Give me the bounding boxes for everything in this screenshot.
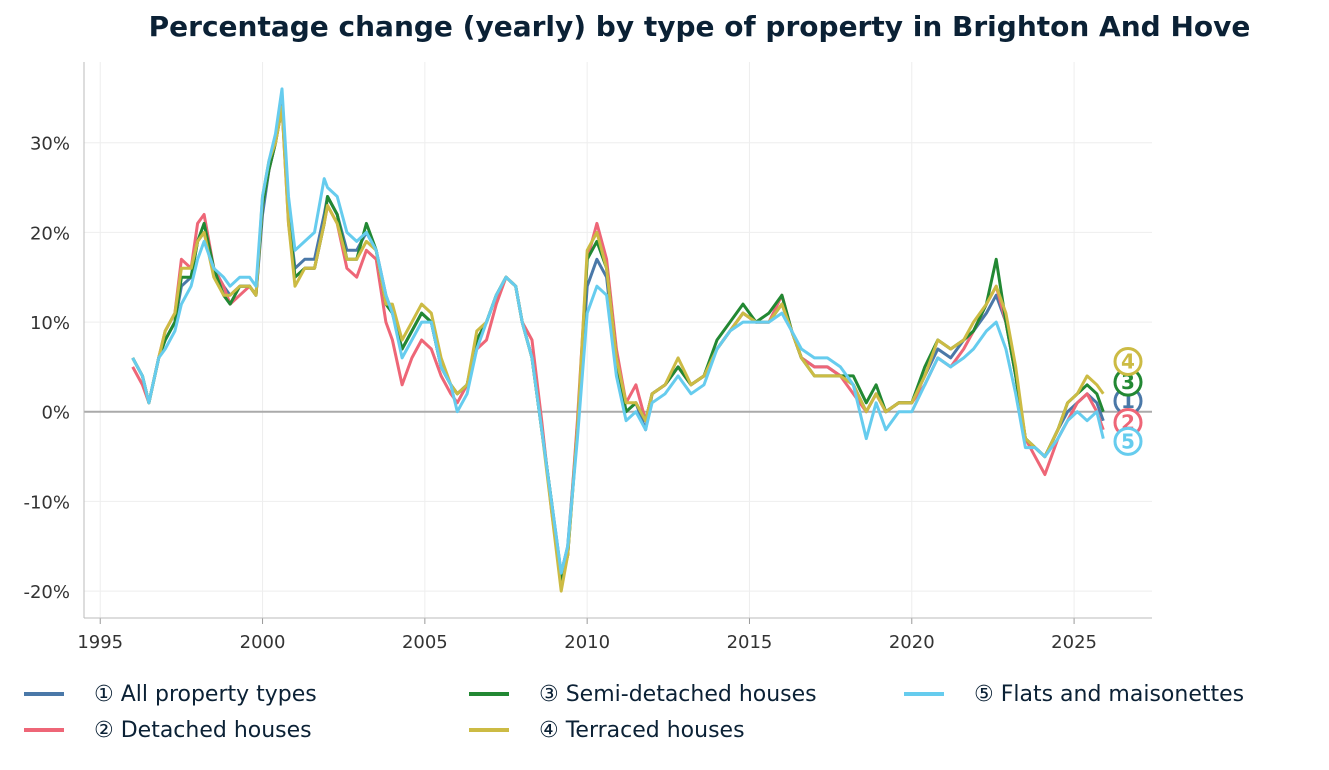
legend-label: ① All property types	[94, 681, 317, 707]
end-marker-label: 4	[1121, 350, 1135, 374]
series-line	[131, 87, 1105, 575]
legend-item: ⑤ Flats and maisonettes	[904, 680, 1304, 708]
legend-label: ③ Semi-detached houses	[539, 681, 817, 707]
end-marker-circle	[1113, 347, 1143, 377]
y-tick-label: -20%	[23, 582, 70, 603]
legend-item: ③ Semi-detached houses	[469, 680, 904, 708]
legend-label: ④ Terraced houses	[539, 717, 745, 743]
x-tick-label: 2005	[402, 632, 448, 653]
y-tick-label: -10%	[23, 492, 70, 513]
legend-swatch	[24, 728, 64, 732]
x-tick-label: 2020	[889, 632, 935, 653]
x-tick-label: 2015	[727, 632, 773, 653]
end-marker-label: 3	[1121, 370, 1135, 394]
x-tick-label: 1995	[77, 632, 123, 653]
legend-item: ② Detached houses	[24, 716, 469, 744]
end-marker-label: 5	[1121, 429, 1135, 453]
legend: ① All property types ③ Semi-detached hous…	[24, 680, 1304, 744]
legend-item: ① All property types	[24, 680, 469, 708]
legend-label: ⑤ Flats and maisonettes	[974, 681, 1245, 707]
y-tick-label: 20%	[30, 223, 70, 244]
y-tick-label: 30%	[30, 134, 70, 155]
legend-swatch	[469, 728, 509, 732]
legend-swatch	[24, 692, 64, 696]
y-tick-label: 0%	[41, 403, 70, 424]
x-tick-label: 2000	[240, 632, 286, 653]
legend-swatch	[904, 692, 944, 696]
x-tick-label: 2025	[1051, 632, 1097, 653]
legend-label: ② Detached houses	[94, 717, 312, 743]
end-marker-circle	[1113, 426, 1143, 456]
legend-swatch	[469, 692, 509, 696]
x-tick-label: 2010	[564, 632, 610, 653]
legend-item: ④ Terraced houses	[469, 716, 904, 744]
y-tick-label: 10%	[30, 313, 70, 334]
chart-title: Percentage change (yearly) by type of pr…	[148, 10, 1251, 43]
